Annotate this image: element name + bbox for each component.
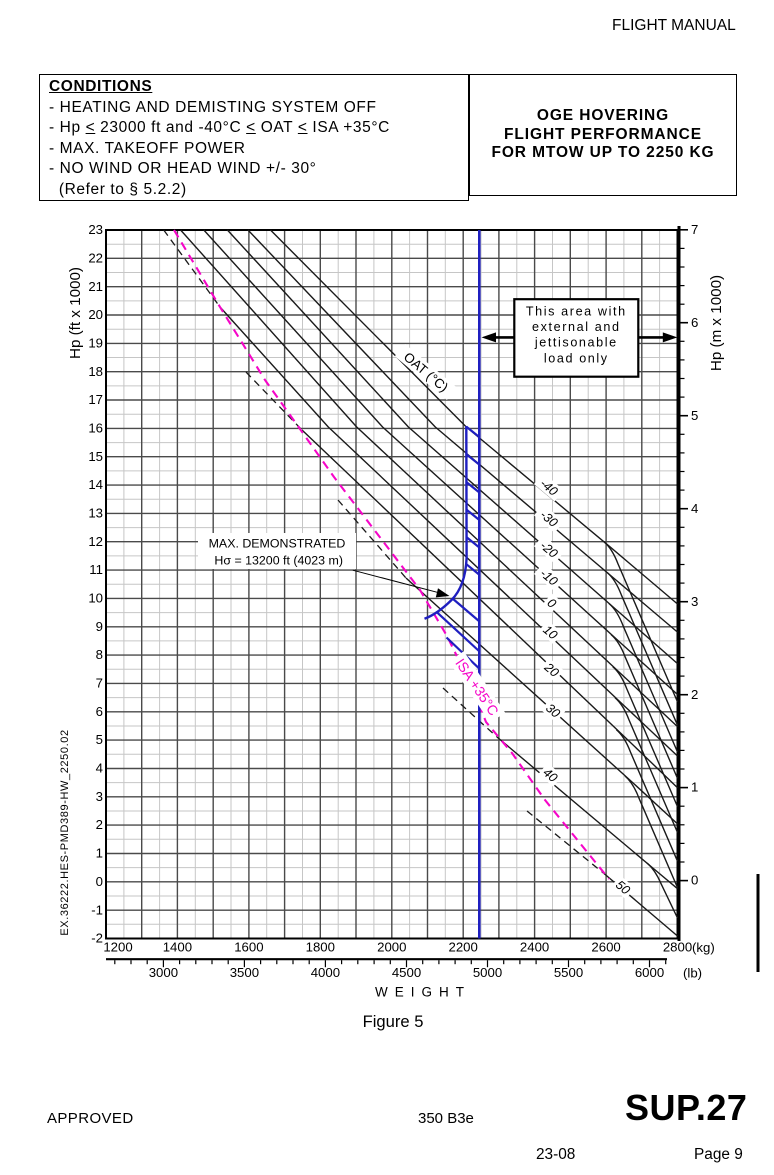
svg-text:10: 10 — [540, 623, 560, 643]
svg-text:2000: 2000 — [377, 940, 406, 955]
svg-text:-1: -1 — [91, 902, 103, 917]
svg-text:20: 20 — [88, 307, 103, 322]
svg-text:6: 6 — [96, 704, 103, 719]
svg-text:18: 18 — [88, 364, 103, 379]
svg-text:50: 50 — [613, 878, 633, 898]
svg-text:3: 3 — [691, 594, 698, 609]
svg-text:7: 7 — [691, 222, 698, 237]
svg-text:13: 13 — [88, 506, 103, 521]
svg-text:0: 0 — [96, 874, 103, 889]
svg-text:12: 12 — [88, 534, 103, 549]
svg-text:4000: 4000 — [311, 965, 340, 980]
svg-text:MAX. DEMONSTRATED: MAX. DEMONSTRATED — [209, 536, 346, 550]
svg-text:11: 11 — [89, 562, 103, 577]
svg-text:This area with: This area with — [526, 305, 627, 319]
svg-text:3: 3 — [96, 789, 103, 804]
svg-text:40: 40 — [540, 765, 560, 785]
svg-text:23: 23 — [88, 222, 103, 237]
svg-text:4: 4 — [96, 761, 103, 776]
svg-text:1800: 1800 — [306, 940, 335, 955]
svg-text:4: 4 — [691, 501, 698, 516]
svg-text:15: 15 — [88, 449, 103, 464]
svg-text:3500: 3500 — [230, 965, 259, 980]
svg-text:EX.36222.HES-PMD389-HW_2250.02: EX.36222.HES-PMD389-HW_2250.02 — [59, 729, 71, 935]
svg-text:19: 19 — [88, 336, 103, 351]
svg-text:1200: 1200 — [103, 940, 132, 955]
svg-text:2200: 2200 — [449, 940, 478, 955]
svg-text:(kg): (kg) — [692, 940, 715, 955]
svg-text:21: 21 — [88, 279, 103, 294]
svg-text:(lb): (lb) — [683, 966, 702, 981]
svg-text:0: 0 — [691, 873, 698, 888]
svg-text:14: 14 — [88, 477, 103, 492]
svg-text:2400: 2400 — [520, 940, 549, 955]
svg-text:-2: -2 — [91, 931, 103, 946]
svg-text:2800: 2800 — [663, 940, 692, 955]
svg-text:jettisonable: jettisonable — [534, 336, 618, 350]
svg-text:Hσ = 13200 ft (4023 m): Hσ = 13200 ft (4023 m) — [214, 554, 343, 568]
svg-text:1: 1 — [691, 780, 698, 795]
svg-text:2600: 2600 — [591, 940, 620, 955]
svg-text:ISA +35°C: ISA +35°C — [452, 655, 502, 718]
svg-text:1600: 1600 — [234, 940, 263, 955]
svg-text:external and: external and — [532, 320, 621, 334]
svg-text:16: 16 — [88, 421, 103, 436]
svg-text:5500: 5500 — [554, 965, 583, 980]
svg-text:6: 6 — [691, 315, 698, 330]
svg-text:1400: 1400 — [163, 940, 192, 955]
svg-text:2: 2 — [691, 687, 698, 702]
svg-text:5: 5 — [691, 408, 698, 423]
svg-text:Hp (m x 1000): Hp (m x 1000) — [708, 275, 725, 371]
svg-text:Hp (ft x 1000): Hp (ft x 1000) — [67, 267, 84, 359]
svg-text:WEIGHT: WEIGHT — [375, 985, 471, 1000]
svg-text:9: 9 — [96, 619, 103, 634]
svg-text:17: 17 — [88, 392, 103, 407]
svg-text:1: 1 — [96, 846, 103, 861]
svg-text:5: 5 — [96, 732, 103, 747]
svg-text:8: 8 — [96, 647, 103, 662]
svg-text:6000: 6000 — [635, 965, 664, 980]
svg-text:Figure 5: Figure 5 — [363, 1012, 424, 1031]
svg-text:load only: load only — [544, 351, 609, 365]
svg-text:2: 2 — [96, 817, 103, 832]
svg-text:30: 30 — [543, 701, 563, 721]
svg-text:7: 7 — [96, 676, 103, 691]
svg-text:10: 10 — [88, 591, 103, 606]
svg-text:22: 22 — [88, 250, 103, 265]
svg-text:3000: 3000 — [149, 965, 178, 980]
svg-text:4500: 4500 — [392, 965, 421, 980]
svg-text:5000: 5000 — [473, 965, 502, 980]
